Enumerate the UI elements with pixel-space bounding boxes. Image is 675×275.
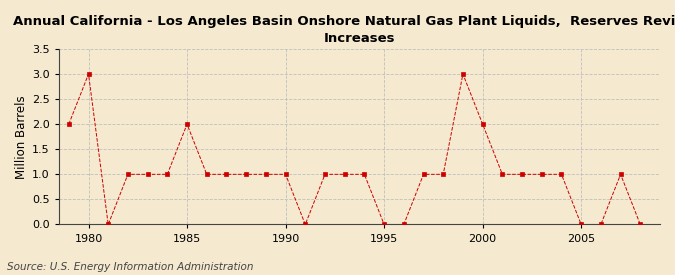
Title: Annual California - Los Angeles Basin Onshore Natural Gas Plant Liquids,  Reserv: Annual California - Los Angeles Basin On… (13, 15, 675, 45)
Y-axis label: Million Barrels: Million Barrels (15, 95, 28, 178)
Text: Source: U.S. Energy Information Administration: Source: U.S. Energy Information Administ… (7, 262, 253, 272)
